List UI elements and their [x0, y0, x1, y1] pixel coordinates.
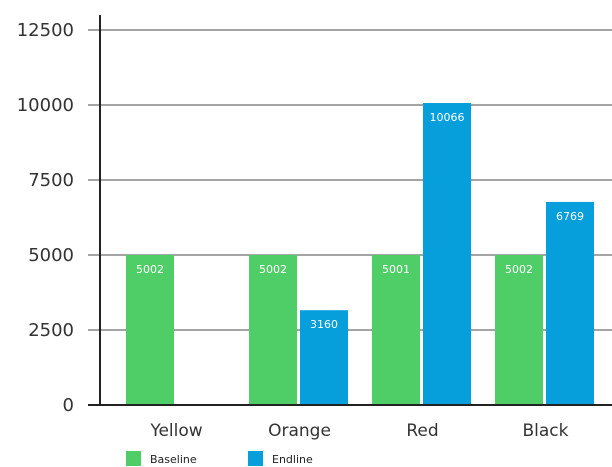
y-tick-label: 10000: [17, 95, 74, 116]
bar-endline-black: [546, 201, 594, 405]
data-label: 5002: [136, 263, 164, 276]
y-tick-label: 12500: [17, 20, 74, 41]
legend-label: Endline: [272, 453, 313, 466]
y-tick-label: 2500: [28, 320, 74, 341]
data-label: 5002: [259, 263, 287, 276]
bar-baseline-red: [372, 254, 420, 405]
legend: Baseline Endline: [126, 451, 313, 466]
x-tick-label: Black: [523, 421, 569, 441]
legend-swatch-baseline: [126, 451, 141, 466]
data-label: 3160: [310, 318, 338, 331]
bar-endline-red: [423, 103, 471, 406]
x-tick-label: Yellow: [149, 421, 202, 441]
bar-endline-orange: [300, 310, 348, 405]
bar-baseline-black: [495, 254, 543, 405]
legend-swatch-endline: [248, 451, 263, 466]
axes: [88, 15, 612, 406]
y-tick-label: 7500: [28, 170, 74, 191]
bars: [126, 103, 594, 406]
data-label: 10066: [430, 111, 465, 124]
data-label: 5002: [505, 263, 533, 276]
data-label: 6769: [556, 210, 584, 223]
legend-label: Baseline: [150, 453, 197, 466]
x-tick-label: Red: [406, 421, 438, 441]
bar-baseline-yellow: [126, 254, 174, 405]
x-tick-label: Orange: [268, 421, 331, 441]
labels: 0 2500 5000 7500 10000 12500 5002 Yellow 5002 316…: [17, 20, 584, 441]
bar-baseline-orange: [249, 254, 297, 405]
y-tick-label: 5000: [28, 245, 74, 266]
y-tick-label: 0: [63, 395, 74, 416]
data-label: 5001: [382, 263, 410, 276]
